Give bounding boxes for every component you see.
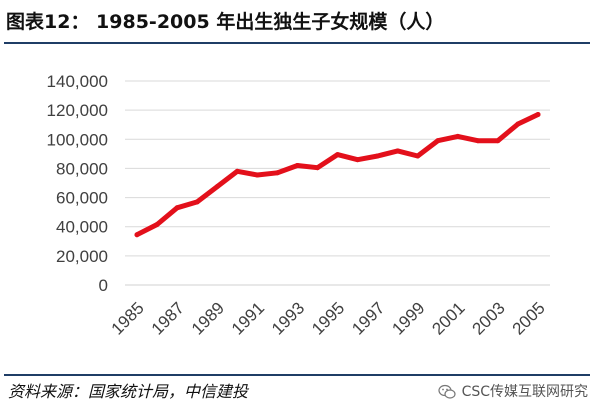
x-tick-label: 2005	[509, 298, 549, 338]
y-tick-label: 80,000	[56, 159, 108, 178]
x-tick-label: 1993	[268, 298, 308, 338]
data-point	[415, 153, 421, 159]
y-tick-label: 60,000	[56, 189, 108, 208]
data-point	[375, 153, 381, 159]
data-point	[234, 168, 240, 174]
y-tick-label: 40,000	[56, 218, 108, 237]
data-point	[294, 163, 300, 169]
x-tick-label: 1987	[148, 298, 188, 338]
y-tick-label: 100,000	[47, 130, 108, 149]
series	[134, 112, 541, 238]
y-tick-label: 0	[99, 276, 108, 295]
watermark-text: CSC传媒互联网研究	[461, 384, 588, 400]
line-chart: 0 20,000 40,000 60,000 80,000 100,000 120,000 1…	[47, 72, 550, 339]
series-line	[134, 112, 541, 238]
x-tick-label: 1999	[388, 298, 428, 338]
data-point	[194, 199, 200, 205]
wechat-icon	[437, 384, 456, 399]
title-divider	[4, 42, 590, 44]
source-note: 资料来源：国家统计局，中信建投	[8, 382, 249, 401]
data-point	[254, 172, 260, 178]
y-tick-label: 140,000	[47, 72, 108, 91]
data-point	[515, 121, 521, 127]
y-axis-ticks: 0 20,000 40,000 60,000 80,000 100,000 120,000 1…	[47, 72, 108, 295]
y-tick-label: 20,000	[56, 247, 108, 266]
x-axis-ticks: 1985 1987 1989 1991 1993 1995 1997 1999 2001 2003…	[108, 298, 549, 338]
data-point	[214, 184, 220, 190]
x-tick-label: 1997	[348, 298, 388, 338]
x-tick-label: 1991	[228, 298, 268, 338]
data-point	[535, 112, 541, 118]
data-point	[335, 152, 340, 158]
data-point	[274, 170, 280, 176]
data-point	[154, 222, 160, 228]
data-point	[355, 157, 361, 163]
gridlines	[125, 80, 550, 286]
data-point	[455, 133, 461, 139]
data-point	[395, 148, 401, 154]
watermark: CSC传媒互联网研究	[437, 378, 588, 406]
data-point	[435, 138, 441, 144]
data-point	[314, 165, 320, 171]
x-tick-label: 1995	[308, 298, 348, 338]
chart-title: 图表12： 1985-2005 年出生独生子女规模（人）	[6, 11, 445, 33]
x-tick-label: 1989	[188, 298, 228, 338]
footer-divider	[4, 374, 590, 376]
y-tick-label: 120,000	[47, 101, 108, 120]
data-point	[134, 232, 140, 238]
x-tick-label: 2001	[428, 298, 468, 338]
x-tick-label: 1985	[108, 298, 148, 338]
x-tick-label: 2003	[469, 298, 509, 338]
data-point	[475, 138, 481, 144]
data-point	[495, 138, 501, 144]
data-point	[174, 205, 180, 211]
